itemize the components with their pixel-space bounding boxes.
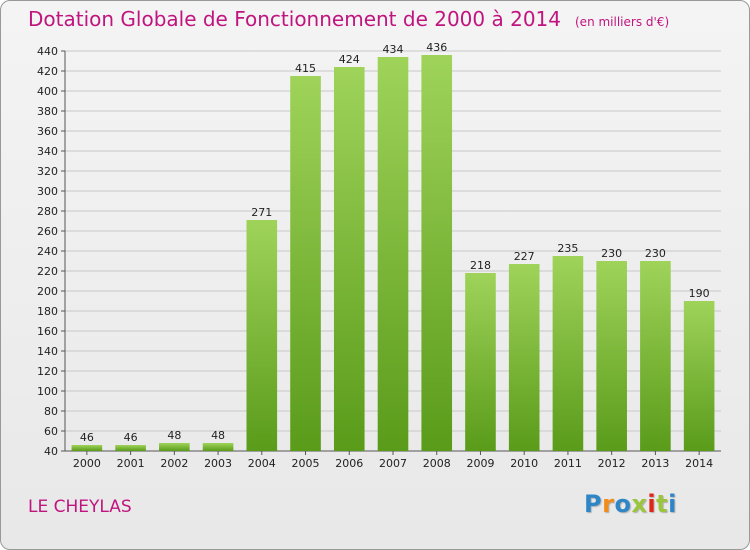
bar: [246, 220, 278, 451]
x-tick-label: 2011: [554, 457, 582, 470]
data-label: 48: [211, 429, 225, 442]
x-tick-label: 2010: [510, 457, 538, 470]
y-tick-label: 140: [37, 345, 58, 358]
bar: [596, 261, 627, 451]
bar: [421, 55, 453, 451]
data-label: 271: [251, 206, 272, 219]
y-tick-label: 100: [37, 385, 58, 398]
x-tick-label: 2003: [204, 457, 232, 470]
x-tick-label: 2008: [423, 457, 451, 470]
data-label: 190: [689, 287, 710, 300]
bar: [71, 445, 103, 451]
logo-letter: t: [656, 490, 669, 518]
x-tick-label: 2004: [248, 457, 276, 470]
logo-letter: i: [647, 490, 657, 518]
bar: [333, 67, 365, 451]
y-tick-label: 380: [37, 105, 58, 118]
data-label: 424: [339, 53, 360, 66]
data-label: 227: [514, 250, 535, 263]
data-label: 235: [557, 242, 578, 255]
y-tick-label: 440: [37, 45, 58, 58]
data-label: 230: [601, 247, 622, 260]
y-tick-label: 40: [44, 445, 58, 458]
chart-subtitle: (en milliers d'€): [575, 15, 670, 29]
y-tick-label: 400: [37, 85, 58, 98]
logo-letter: o: [614, 490, 632, 518]
y-tick-label: 240: [37, 245, 58, 258]
data-label: 46: [80, 431, 94, 444]
x-tick-label: 2013: [641, 457, 669, 470]
logo-letter: r: [602, 490, 615, 518]
bar: [377, 57, 409, 451]
logo-letter: x: [631, 490, 648, 518]
x-tick-label: 2005: [292, 457, 320, 470]
data-label: 415: [295, 62, 316, 75]
y-tick-label: 80: [44, 405, 58, 418]
bar: [202, 443, 234, 451]
y-tick-label: 220: [37, 265, 58, 278]
data-label: 218: [470, 259, 491, 272]
x-tick-label: 2007: [379, 457, 407, 470]
bar: [159, 443, 190, 451]
bar: [552, 256, 584, 451]
x-tick-label: 2009: [466, 457, 494, 470]
y-tick-label: 300: [37, 185, 58, 198]
y-tick-label: 180: [37, 305, 58, 318]
bar: [640, 261, 671, 451]
x-tick-label: 2006: [335, 457, 363, 470]
y-tick-label: 160: [37, 325, 58, 338]
data-label: 46: [124, 431, 138, 444]
data-label: 436: [426, 41, 447, 54]
y-tick-label: 260: [37, 225, 58, 238]
y-tick-label: 60: [44, 425, 58, 438]
y-tick-label: 420: [37, 65, 58, 78]
x-tick-label: 2014: [685, 457, 713, 470]
bar: [115, 445, 146, 451]
title-row: Dotation Globale de Fonctionnement de 20…: [28, 7, 669, 31]
x-tick-label: 2001: [117, 457, 145, 470]
y-tick-label: 340: [37, 145, 58, 158]
y-tick-label: 280: [37, 205, 58, 218]
y-tick-label: 120: [37, 365, 58, 378]
logo-letter: i: [668, 490, 677, 518]
y-tick-label: 320: [37, 165, 58, 178]
bar: [683, 301, 715, 451]
bar: [508, 264, 540, 451]
x-tick-label: 2000: [73, 457, 101, 470]
y-tick-label: 360: [37, 125, 58, 138]
x-tick-label: 2012: [598, 457, 626, 470]
place-name: LE CHEYLAS: [28, 497, 132, 517]
data-label: 434: [383, 43, 404, 56]
chart-title: Dotation Globale de Fonctionnement de 20…: [28, 7, 561, 31]
y-tick-label: 200: [37, 285, 58, 298]
bar: [290, 76, 321, 451]
data-label: 230: [645, 247, 666, 260]
logo-letter: P: [584, 490, 603, 518]
data-label: 48: [167, 429, 181, 442]
proxiti-logo: Proxiti: [584, 490, 677, 518]
x-tick-label: 2002: [160, 457, 188, 470]
bar: [465, 273, 496, 451]
